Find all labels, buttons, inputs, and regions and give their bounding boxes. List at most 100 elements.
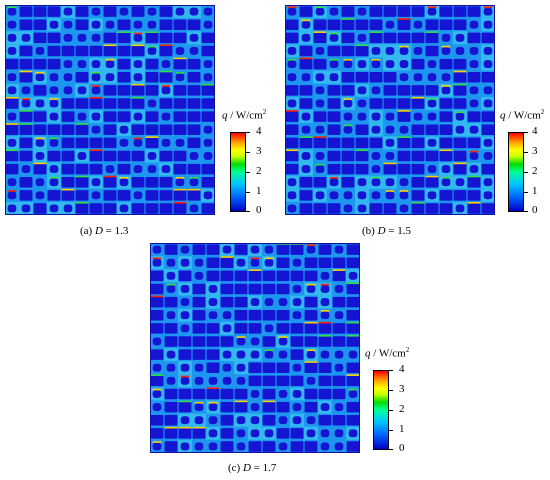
- heatmap-hotspot: [278, 336, 288, 338]
- heatmap-cell: [189, 178, 199, 187]
- heatmap-cell: [178, 349, 192, 360]
- heatmap-cell: [276, 270, 290, 282]
- heatmap-hotspot: [103, 175, 117, 178]
- heatmap-cell: [206, 270, 220, 282]
- heatmap-cell: [301, 33, 311, 42]
- heatmap-cell: [119, 138, 129, 147]
- heatmap-cell: [175, 73, 185, 82]
- heatmap-cell: [61, 176, 75, 188]
- heatmap-cell: [75, 137, 89, 149]
- heatmap-cell: [166, 258, 176, 267]
- heatmap-cell: [285, 111, 299, 122]
- heatmap-cell: [262, 336, 276, 347]
- heatmap-cell: [77, 33, 87, 42]
- heatmap-hotspot: [7, 190, 17, 192]
- heatmap-cell: [49, 165, 59, 173]
- heatmap-cell: [427, 191, 437, 200]
- heatmap-cell: [385, 178, 395, 187]
- heatmap-hotspot: [35, 72, 45, 74]
- heatmap-cell: [173, 85, 187, 96]
- heatmap-cell: [290, 441, 304, 452]
- heatmap-cell: [439, 6, 453, 17]
- heatmap-cell: [220, 401, 234, 413]
- heatmap-cell: [248, 375, 262, 387]
- heatmap-cell: [150, 296, 164, 308]
- colorbar-tick-label: 3: [399, 383, 405, 395]
- heatmap-cell: [166, 311, 176, 320]
- heatmap-cell: [341, 71, 355, 83]
- heatmap-cell: [371, 125, 381, 134]
- heatmap-cell: [262, 309, 276, 321]
- heatmap-cell: [371, 178, 381, 187]
- heatmap-cell: [203, 152, 213, 160]
- heatmap-cell: [371, 60, 381, 68]
- heatmap-hotspot: [385, 190, 395, 192]
- heatmap-cell: [236, 376, 246, 385]
- heatmap-cell: [399, 73, 409, 82]
- heatmap-cell: [250, 416, 260, 425]
- colorbar-tickmark: [524, 192, 528, 193]
- caption-b: (b) D = 1.5: [362, 225, 411, 237]
- heatmap-cell: [287, 178, 297, 187]
- heatmap-cell: [89, 137, 103, 149]
- heatmap-cell: [248, 362, 262, 373]
- heatmap-cell: [369, 71, 383, 83]
- heatmap-cell: [175, 47, 185, 55]
- heatmap-hotspot: [313, 31, 327, 33]
- heatmap-frame: [5, 5, 215, 215]
- heatmap-hotspot: [89, 149, 103, 152]
- heatmap-cell: [145, 124, 159, 135]
- heatmap-cell: [343, 191, 353, 200]
- heatmap-cell: [301, 165, 311, 173]
- heatmap-cell: [385, 60, 395, 68]
- heatmap-cell: [222, 311, 232, 320]
- heatmap-hotspot: [346, 374, 360, 376]
- heatmap-cell: [262, 414, 276, 426]
- heatmap-cell: [290, 270, 304, 282]
- heatmap-cell: [439, 124, 453, 135]
- heatmap-cell: [203, 125, 213, 134]
- heatmap-cell: [329, 178, 339, 187]
- heatmap-cell: [411, 190, 425, 201]
- heatmap-cell: [145, 71, 159, 83]
- heatmap-cell: [341, 32, 355, 44]
- heatmap-hotspot: [103, 44, 117, 47]
- heatmap-cell: [439, 203, 453, 214]
- heatmap-hotspot: [91, 72, 101, 74]
- heatmap-cell: [203, 7, 213, 16]
- heatmap-hotspot: [234, 400, 248, 403]
- heatmap-cell: [161, 138, 171, 147]
- heatmap-cell: [455, 33, 465, 42]
- heatmap-cell: [35, 152, 45, 160]
- heatmap-cell: [189, 204, 199, 213]
- heatmap-cell: [131, 203, 145, 214]
- heatmap-cell: [236, 350, 246, 359]
- heatmap-hotspot: [248, 269, 262, 271]
- heatmap-hotspot: [332, 269, 346, 271]
- heatmap-cell: [147, 47, 157, 55]
- heatmap-cell: [236, 429, 246, 438]
- heatmap-cell: [7, 7, 17, 16]
- heatmap-cell: [203, 138, 213, 147]
- heatmap-hotspot: [187, 188, 201, 191]
- heatmap-cell: [103, 6, 117, 17]
- heatmap-cell: [334, 245, 344, 254]
- heatmap-hotspot: [439, 149, 453, 152]
- heatmap-cell: [343, 99, 353, 108]
- heatmap-cell: [180, 324, 190, 333]
- heatmap-cell: [301, 152, 311, 160]
- heatmap-cell: [49, 73, 59, 82]
- heatmap-cell: [327, 98, 341, 109]
- heatmap-cell: [77, 152, 87, 160]
- heatmap-cell: [187, 85, 201, 96]
- heatmap-cell: [145, 203, 159, 214]
- heatmap-cell: [304, 296, 318, 308]
- heatmap-cell: [33, 85, 47, 96]
- heatmap-cell: [276, 244, 290, 255]
- heatmap-hotspot: [348, 388, 358, 391]
- heatmap-cell: [178, 336, 192, 347]
- heatmap-cell: [413, 112, 423, 121]
- heatmap-cell: [299, 6, 313, 17]
- heatmap-cell: [180, 442, 190, 451]
- heatmap-cell: [7, 138, 17, 147]
